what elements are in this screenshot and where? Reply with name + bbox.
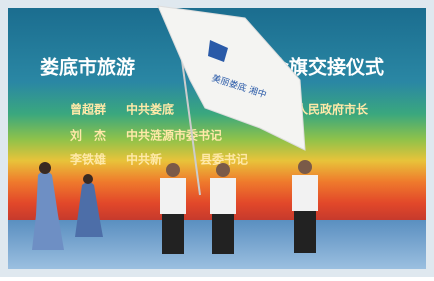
title-left: 娄底市旅游 <box>40 56 135 79</box>
row-name: 曾超群 <box>70 102 106 117</box>
row-title: 人民政府市长 <box>296 102 369 117</box>
photo: 娄底市旅游 会旗交接仪式 曾超群 中共娄底 人民政府市长 刘 杰 中共涟源市委书… <box>0 0 434 277</box>
row-title: 中共涟源市委书记 <box>126 128 222 143</box>
row-name: 李铁雄 <box>69 152 106 167</box>
row-title: 中共娄底 <box>126 102 174 117</box>
row-name: 刘 杰 <box>70 128 106 143</box>
row-title: 中共新 <box>126 152 162 167</box>
